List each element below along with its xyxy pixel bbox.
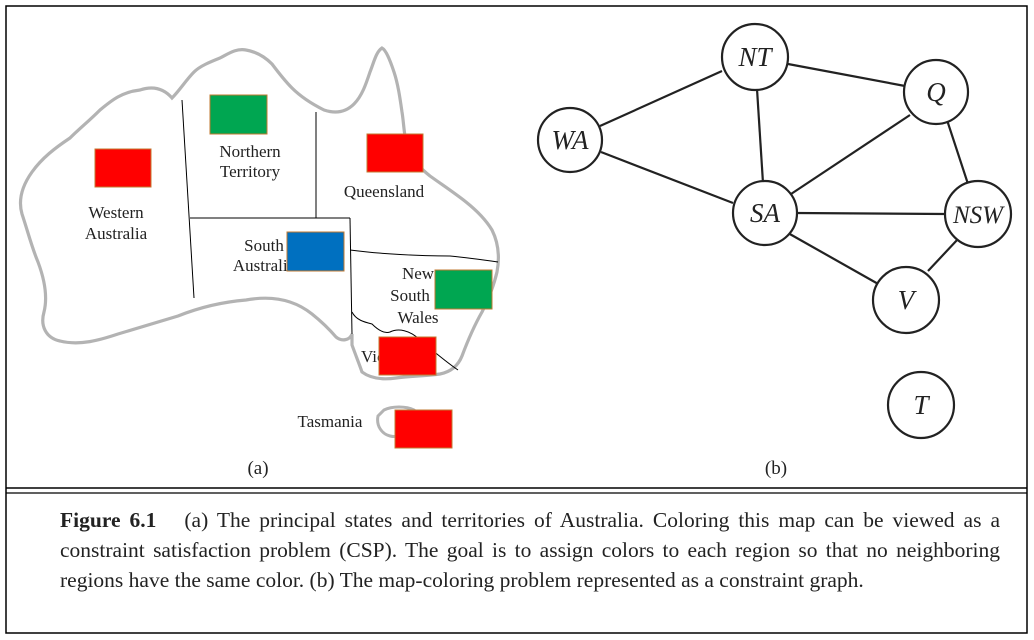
figure-number: Figure 6.1 [60,508,157,532]
figure-frame [5,5,1028,634]
label-wa: Western Australia [85,203,148,243]
edge-sa-q [787,114,911,197]
label-t: Tasmania [298,412,363,431]
node-t [886,370,956,440]
figure-caption: Figure 6.1 (a) The principal states and t… [60,505,1000,595]
constraint-graph: WA NT Q SA NSW V T [536,22,1013,440]
edge-q-nsw [945,119,970,185]
swatch-v [378,336,437,376]
panel-b-label: (b) [765,458,787,479]
node-nsw [943,179,1013,249]
node-wa [536,106,604,174]
node-label-q: Q [926,77,946,107]
caption-text: (a) The principal states and territories… [60,508,1000,592]
node-q [902,58,970,126]
edge-wa-sa [600,150,734,205]
edge-sa-v [787,232,881,286]
mainland-outline [18,46,500,381]
swatch-sa [286,231,345,272]
graph-node-labels: WA NT Q SA NSW V T [551,42,1005,420]
node-sa [731,179,799,247]
node-label-nsw: NSW [952,202,1005,229]
edge-wa-nt [599,69,723,128]
label-nt: Northern Territory [219,142,281,181]
panel-a-label: (a) [247,458,268,479]
label-sa: South Australia [233,236,296,275]
node-nt [720,22,790,92]
node-label-sa: SA [750,198,781,228]
node-label-wa: WA [551,125,589,155]
australia-map [18,46,500,438]
edge-nt-sa [755,88,765,184]
swatch-nt [209,94,268,135]
graph-nodes [536,22,1013,440]
swatch-nsw [434,269,493,310]
edge-nsw-v [927,238,959,272]
label-nsw: New South Wales [390,264,438,327]
swatch-q [366,133,424,173]
color-swatches [94,94,493,449]
region-labels: Western Australia Northern Territory Queen… [85,142,439,431]
state-borders [181,99,499,371]
label-q: Queensland [344,182,425,201]
node-v [871,265,941,335]
edge-nt-q [787,62,906,88]
edge-sa-nsw [794,211,946,216]
node-label-v: V [898,285,918,315]
swatch-wa [94,148,152,188]
node-label-t: T [913,390,930,420]
node-label-nt: NT [737,42,773,72]
swatch-t [394,409,453,449]
graph-edges [599,62,970,286]
